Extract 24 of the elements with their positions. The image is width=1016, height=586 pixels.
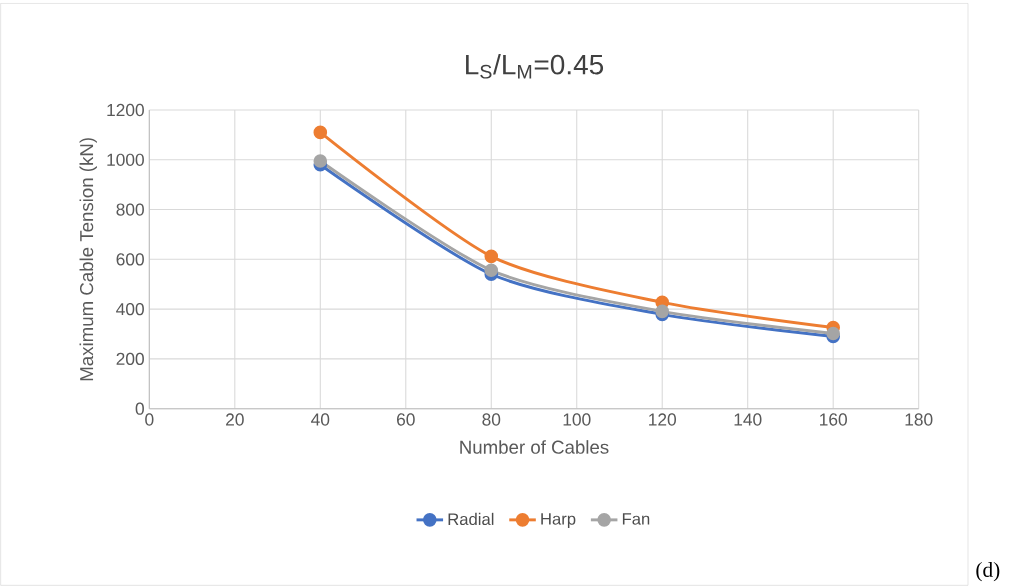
x-tick-label: 40: [311, 413, 330, 426]
legend-label: Harp: [541, 513, 576, 529]
x-tick-label: 140: [734, 413, 762, 426]
x-tick-label: 80: [482, 413, 501, 426]
x-tick-label: 120: [649, 413, 677, 426]
y-tick-label: 1200: [107, 103, 144, 117]
x-tick-label: 100: [563, 413, 591, 426]
y-axis-title: Maximum Cable Tension (kN): [79, 138, 97, 381]
x-tick-label: 180: [905, 413, 933, 426]
text: (d): [976, 561, 1000, 582]
legend-label: Fan: [622, 513, 650, 525]
x-tick-label: 20: [226, 413, 244, 426]
y-tick-label: 400: [116, 302, 144, 316]
x-tick-label: 160: [820, 413, 847, 426]
x-axis-title: Number of Cables: [460, 440, 609, 454]
x-tick-label: 60: [397, 413, 415, 426]
y-tick-label: 800: [116, 203, 144, 216]
y-tick-label: 600: [116, 253, 144, 266]
x-tick-label: 0: [145, 413, 154, 426]
y-tick-label: 0: [135, 402, 144, 415]
y-tick-label: 200: [116, 352, 144, 366]
y-tick-label: 1000: [107, 153, 144, 166]
chart-title: L$_{S}$/L$_{M}$=0.45: [466, 53, 604, 79]
legend-label: Radial: [448, 512, 494, 526]
